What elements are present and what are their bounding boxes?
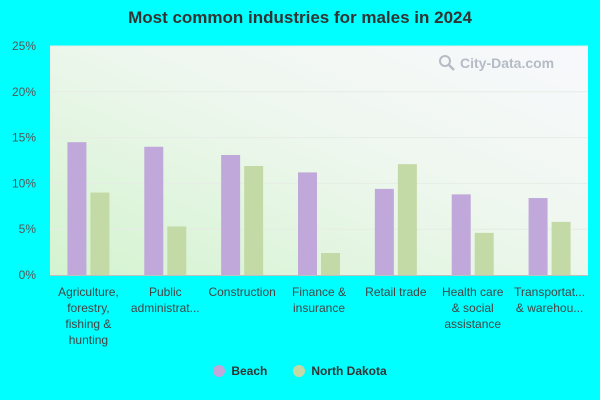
bars <box>67 142 571 275</box>
x-category-label: Retail trade <box>365 285 427 299</box>
gridlines <box>50 45 588 230</box>
y-tick-label: 25% <box>12 39 36 53</box>
bar-beach <box>144 146 164 275</box>
y-tick-label: 15% <box>12 131 36 145</box>
bar-beach <box>298 172 317 275</box>
x-category-label: Public administrat... <box>131 285 200 315</box>
y-tick-label: 0% <box>19 268 37 282</box>
y-tick-label: 5% <box>19 222 37 236</box>
bar-north-dakota <box>474 232 494 275</box>
legend-label: North Dakota <box>311 364 387 378</box>
y-axis-ticks: 0% 5% 10% 15% 20% 25% <box>12 39 36 282</box>
plot-background <box>50 46 588 275</box>
x-category-label: Construction <box>208 285 275 299</box>
legend-item: North Dakota <box>293 364 387 378</box>
watermark: City-Data.com <box>438 54 554 72</box>
legend-swatch <box>213 365 226 377</box>
bar-beach <box>221 155 241 275</box>
x-category-label: Agriculture, forestry, fishing & hunting <box>58 285 119 347</box>
x-axis-categories: Agriculture, forestry, fishing & hunting Pub… <box>58 285 585 347</box>
bar-beach <box>528 198 548 275</box>
bar-north-dakota <box>167 226 187 275</box>
x-category-label: Health care & social assistance <box>442 285 504 331</box>
bar-beach <box>451 194 471 275</box>
bar-beach <box>67 142 87 275</box>
y-tick-label: 20% <box>12 85 36 99</box>
y-tick-label: 10% <box>12 176 36 190</box>
bar-north-dakota <box>397 164 417 275</box>
legend-label: Beach <box>231 364 268 378</box>
bar-beach <box>374 188 394 275</box>
legend: Beach North Dakota <box>0 364 600 378</box>
bar-north-dakota <box>244 165 264 275</box>
watermark-text: City-Data.com <box>460 55 555 71</box>
magnifier-icon <box>439 55 455 71</box>
x-category-label: Finance & insurance <box>292 285 346 315</box>
legend-swatch <box>293 365 306 377</box>
legend-item: Beach <box>213 364 267 378</box>
bar-north-dakota <box>90 192 110 275</box>
bar-north-dakota <box>321 253 340 275</box>
x-category-label: Transportat... & warehou... <box>514 285 585 315</box>
bar-north-dakota <box>551 221 571 275</box>
chart-title: Most common industries for males in 2024 <box>128 8 472 27</box>
